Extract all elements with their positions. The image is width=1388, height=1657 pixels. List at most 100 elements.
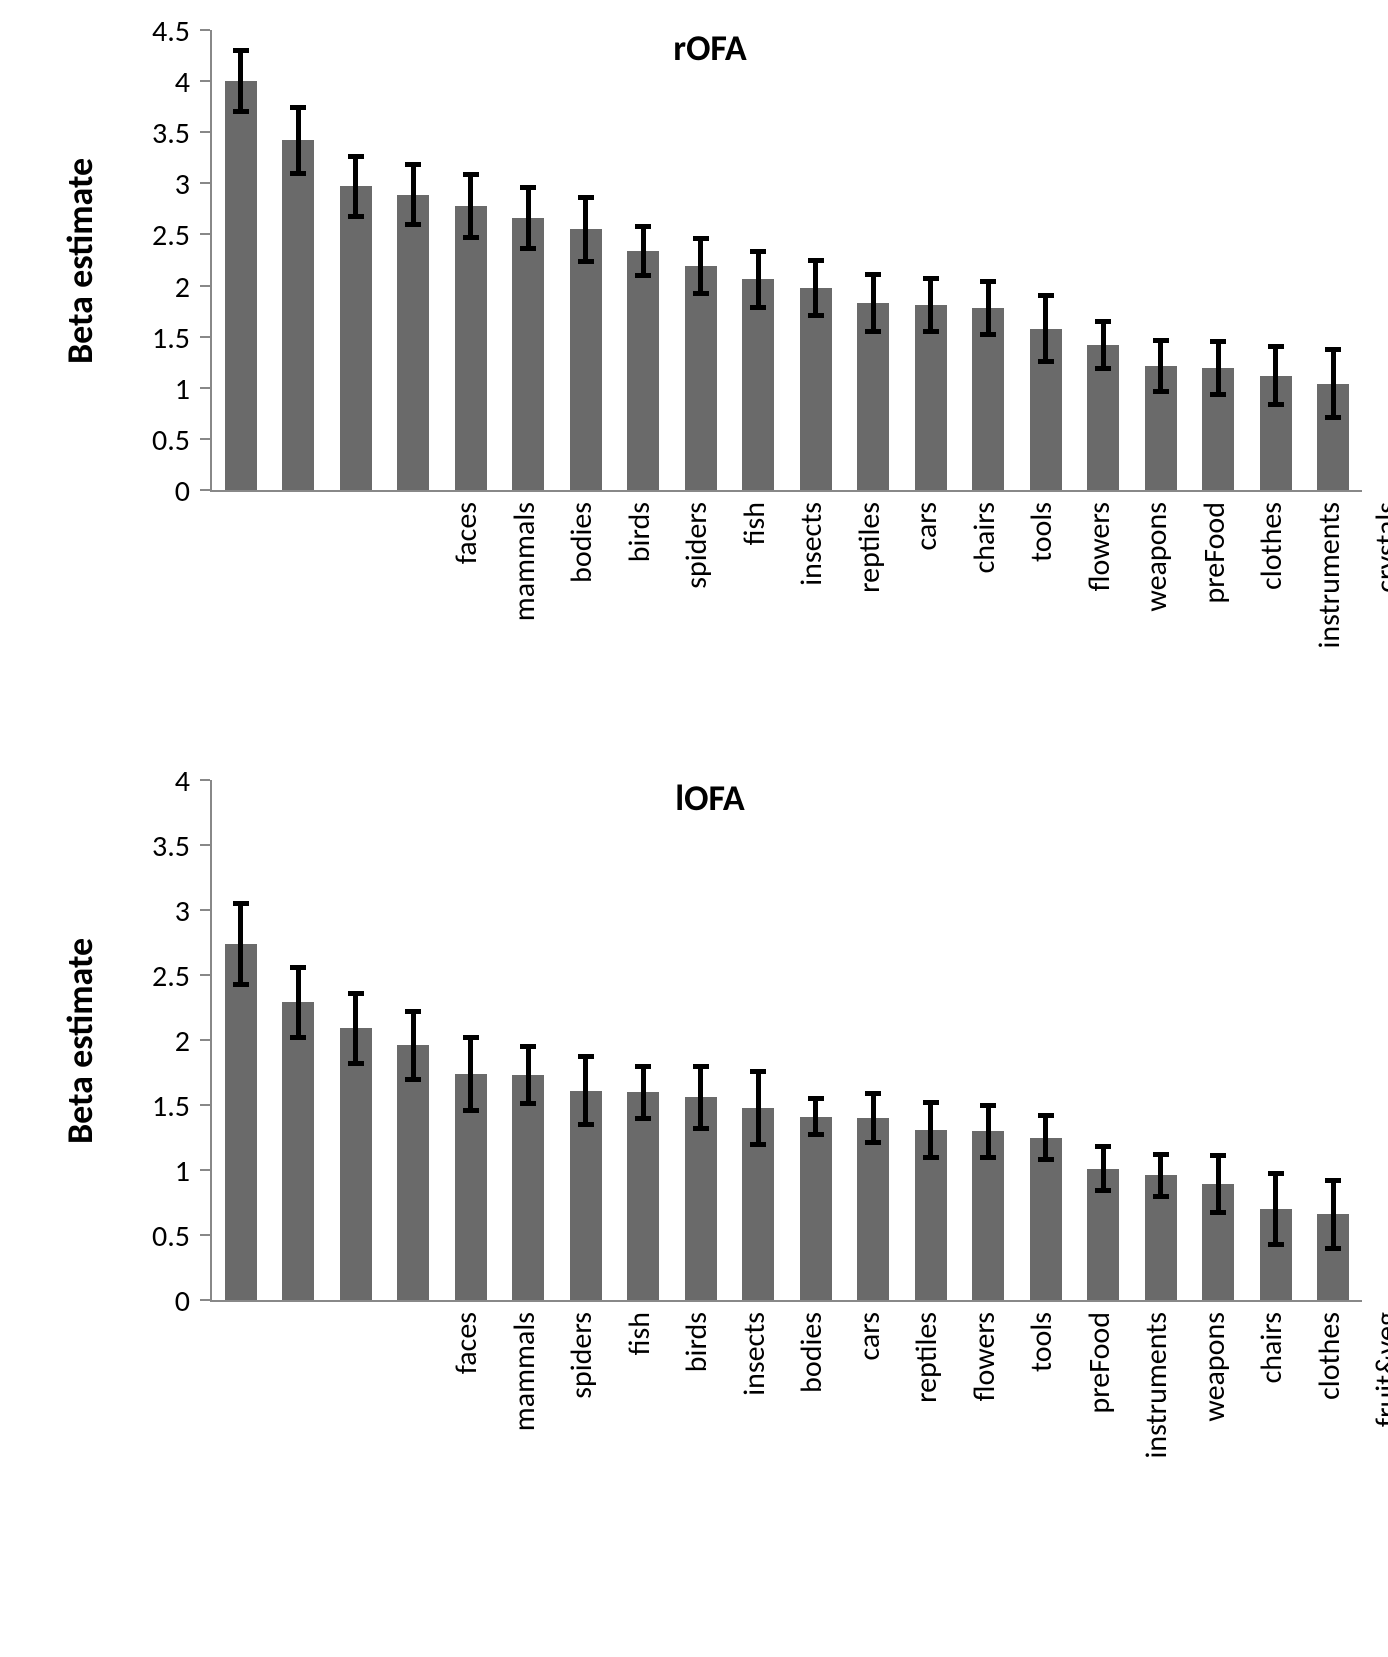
error-cap	[1268, 1171, 1284, 1176]
x-tick-label: tools	[1023, 502, 1060, 722]
error-bar	[698, 1066, 703, 1128]
error-cap	[693, 236, 709, 241]
y-tick	[200, 1169, 210, 1171]
y-tick	[200, 387, 210, 389]
error-cap	[808, 1096, 824, 1101]
chart-panel-rOFA: rOFABeta estimate00.511.522.533.544.5fac…	[40, 20, 1380, 710]
error-cap	[348, 154, 364, 159]
error-bar	[526, 1047, 531, 1104]
error-cap	[578, 1054, 594, 1059]
bar	[340, 186, 372, 490]
error-bar	[238, 50, 243, 111]
y-tick	[200, 1039, 210, 1041]
error-bar	[296, 967, 301, 1037]
error-cap	[520, 246, 536, 251]
y-tick-label: 1.5	[130, 320, 190, 357]
y-tick	[200, 779, 210, 781]
error-bar	[1043, 1115, 1048, 1159]
error-cap	[865, 272, 881, 277]
error-cap	[693, 291, 709, 296]
y-tick-label: 2.5	[130, 217, 190, 254]
bar	[455, 206, 487, 490]
error-bar	[468, 174, 473, 237]
x-tick-label: weapons	[1138, 502, 1175, 722]
y-tick	[200, 974, 210, 976]
error-cap	[808, 258, 824, 263]
error-cap	[1325, 347, 1341, 352]
error-cap	[1038, 293, 1054, 298]
x-tick-label: insects	[736, 1312, 773, 1532]
bar	[742, 279, 774, 490]
error-bar	[1273, 347, 1278, 404]
bar	[627, 251, 659, 490]
x-tick-label: instruments	[1138, 1312, 1175, 1532]
error-cap	[290, 105, 306, 110]
error-bar	[468, 1037, 473, 1110]
error-bar	[698, 239, 703, 294]
error-cap	[1038, 1113, 1054, 1118]
error-bar	[1101, 1147, 1106, 1191]
y-tick-label: 1	[130, 1153, 190, 1190]
error-cap	[520, 1044, 536, 1049]
x-tick-label: weapons	[1196, 1312, 1233, 1532]
error-cap	[750, 249, 766, 254]
error-bar	[411, 1011, 416, 1079]
error-cap	[578, 259, 594, 264]
bar	[397, 195, 429, 490]
plot-area	[210, 30, 1362, 492]
y-tick-label: 2.5	[130, 958, 190, 995]
error-cap	[520, 185, 536, 190]
error-cap	[865, 1091, 881, 1096]
error-bar	[583, 198, 588, 261]
y-tick-label: 0.5	[130, 1218, 190, 1255]
error-bar	[1273, 1174, 1278, 1244]
x-tick-label: faces	[448, 1312, 485, 1532]
error-cap	[635, 224, 651, 229]
error-cap	[290, 965, 306, 970]
error-cap	[1153, 1194, 1169, 1199]
error-bar	[1101, 321, 1106, 368]
error-bar	[641, 1066, 646, 1118]
x-tick-label: flowers	[1081, 502, 1118, 722]
y-tick	[200, 1299, 210, 1301]
error-cap	[1153, 338, 1169, 343]
bar	[800, 1117, 832, 1300]
y-tick-label: 3.5	[130, 115, 190, 152]
x-tick-label: faces	[448, 502, 485, 722]
error-cap	[923, 329, 939, 334]
y-tick	[200, 131, 210, 133]
error-cap	[923, 276, 939, 281]
x-tick-label: chairs	[1253, 1312, 1290, 1532]
error-bar	[928, 278, 933, 331]
error-cap	[1325, 1246, 1341, 1251]
y-tick	[200, 285, 210, 287]
y-tick-label: 2	[130, 1023, 190, 1060]
bar	[857, 1118, 889, 1300]
x-tick-label: bodies	[793, 1312, 830, 1532]
error-cap	[923, 1155, 939, 1160]
error-cap	[980, 1103, 996, 1108]
error-bar	[641, 226, 646, 275]
error-bar	[353, 993, 358, 1063]
error-bar	[1043, 296, 1048, 361]
y-tick	[200, 844, 210, 846]
error-cap	[1210, 392, 1226, 397]
error-cap	[463, 235, 479, 240]
error-bar	[756, 1071, 761, 1144]
bar	[570, 229, 602, 490]
bar	[512, 218, 544, 490]
error-cap	[233, 109, 249, 114]
y-tick	[200, 909, 210, 911]
error-cap	[578, 1122, 594, 1127]
bar	[225, 944, 257, 1300]
error-cap	[1268, 344, 1284, 349]
x-tick-label: cars	[908, 502, 945, 722]
x-tick-label: clothes	[1253, 502, 1290, 722]
x-tick-label: insects	[793, 502, 830, 722]
error-bar	[1216, 342, 1221, 395]
error-cap	[808, 313, 824, 318]
y-axis-label: Beta estimate	[58, 164, 102, 364]
error-cap	[693, 1064, 709, 1069]
error-cap	[1153, 389, 1169, 394]
y-tick-label: 3.5	[130, 828, 190, 865]
